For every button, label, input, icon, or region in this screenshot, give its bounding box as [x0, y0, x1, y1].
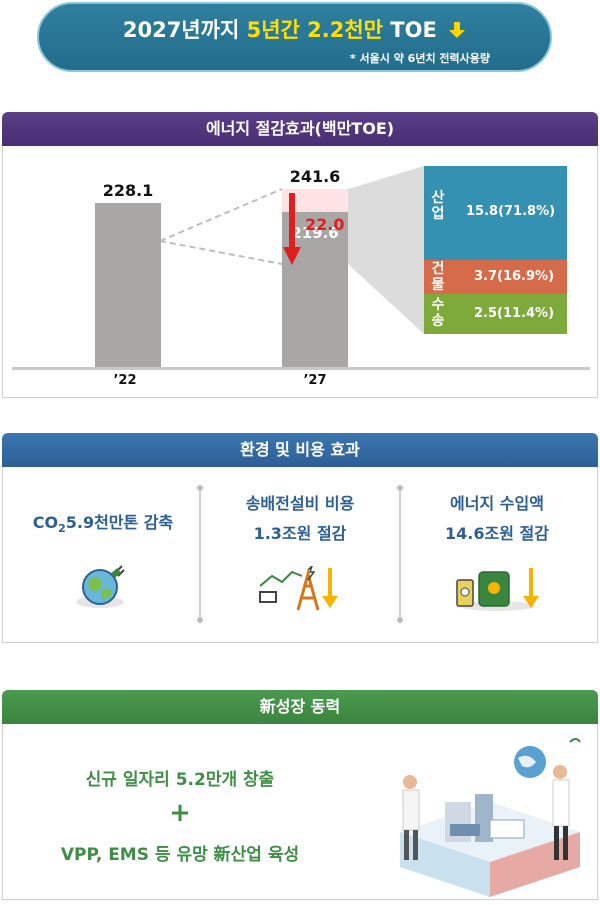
plus-sign: +	[169, 798, 191, 828]
banner-title-highlight: 5년간 2.2천만	[246, 18, 383, 42]
connector-bottom	[159, 240, 283, 265]
divider-right	[399, 490, 401, 618]
section-energy-title: 에너지 절감효과(백만TOE)	[2, 112, 598, 146]
divider-dot	[397, 485, 403, 491]
grid-cost-line1: 송배전설비 비용	[245, 494, 355, 513]
x-label-2022: ’22	[113, 373, 137, 388]
co2-sub: 2	[58, 522, 66, 536]
section-growth-title: 新성장 동력	[2, 690, 598, 724]
x-label-2027: ’27	[303, 373, 327, 388]
section-env-panel	[2, 467, 598, 643]
breakdown-industry: 산업 15.8(71.8%)	[424, 166, 567, 260]
banner-note: * 서울시 약 6년치 전력사용량	[349, 52, 490, 65]
breakdown-building-value: 3.7(16.9%)	[474, 269, 555, 284]
import-cost-line1: 에너지 수입액	[450, 494, 544, 513]
import-cost-text: 에너지 수입액 14.6조원 절감	[402, 489, 592, 549]
down-arrow-icon	[449, 22, 466, 38]
bar-2022-value: 228.1	[102, 181, 154, 200]
grid-cost-text: 송배전설비 비용 1.3조원 절감	[205, 489, 395, 549]
chart-baseline	[12, 367, 590, 370]
reduction-value: 22.0	[305, 215, 345, 234]
divider-dot	[197, 617, 203, 623]
banner-title-prefix: 2027년까지	[122, 18, 247, 42]
bar-2027-value: 241.6	[289, 167, 341, 186]
breakdown-industry-value: 15.8(71.8%)	[466, 204, 556, 219]
breakdown-transport-value: 2.5(11.4%)	[474, 306, 555, 321]
breakdown-transport: 수송 2.5(11.4%)	[424, 294, 567, 334]
divider-dot	[197, 485, 203, 491]
reduction-arrow-icon	[283, 193, 301, 265]
section-env-title: 환경 및 비용 효과	[2, 433, 598, 467]
breakdown-building-name: 건물	[431, 261, 445, 293]
oil-barrel-icon	[456, 568, 539, 611]
breakdown-industry-name: 산업	[431, 190, 445, 222]
banner-title: 2027년까지 5년간 2.2천만 TOE	[39, 14, 550, 44]
bar-2022	[95, 203, 161, 367]
divider-dot	[397, 617, 403, 623]
energy-chart	[159, 166, 424, 334]
jobs-text: 신규 일자리 5.2만개 창출	[85, 770, 275, 790]
co2-reduction-text: CO25.9천만톤 감축	[8, 508, 198, 544]
grid-cost-line2: 1.3조원 절감	[253, 524, 347, 543]
co2-co: CO	[32, 513, 59, 532]
breakdown-funnel	[348, 166, 424, 334]
co2-rest: 5.9천만톤 감축	[65, 513, 174, 532]
import-cost-line2: 14.6조원 절감	[445, 524, 549, 543]
bar-2027-reduction	[282, 189, 348, 212]
earth-plug-icon	[76, 565, 125, 608]
divider-left	[199, 490, 201, 618]
bar-2027-reduced-value: 219.6	[291, 223, 339, 242]
breakdown-transport-name: 수송	[431, 297, 445, 329]
top-banner: 2027년까지 5년간 2.2천만 TOE * 서울시 약 6년치 전력사용량	[37, 2, 552, 72]
connector-top	[159, 188, 283, 242]
banner-title-suffix: TOE	[382, 18, 437, 42]
new-industry-text: VPP, EMS 등 유망 新산업 육성	[60, 845, 300, 865]
power-tower-icon	[259, 566, 338, 611]
smart-industry-illustration	[400, 738, 581, 897]
breakdown-building: 건물 3.7(16.9%)	[424, 260, 567, 294]
